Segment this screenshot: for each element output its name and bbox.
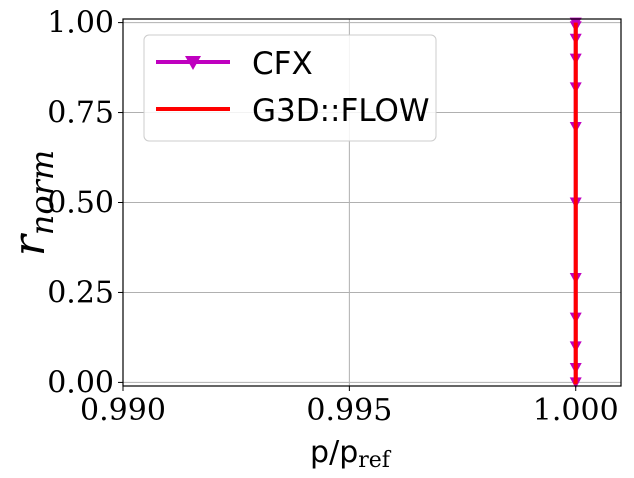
y-axis-label-sub: norm <box>23 150 61 236</box>
legend-label-cfx: CFX <box>252 46 313 82</box>
legend: CFX G3D::FLOW <box>143 34 437 142</box>
ticks: 0.990 0.995 1.000 0.00 0.25 0.50 0.75 1.00 <box>47 6 618 428</box>
x-tick-label: 0.990 <box>80 393 166 428</box>
x-axis-label-sub: ref <box>358 448 392 473</box>
series-line-g3dflow <box>573 22 578 385</box>
y-tick-label: 1.00 <box>47 6 114 41</box>
legend-entry-cfx: CFX <box>156 46 313 82</box>
x-tick-label: 1.000 <box>533 393 619 428</box>
x-axis-label-main: p/p <box>310 435 358 470</box>
y-axis-label: rnorm <box>4 150 61 257</box>
y-axis-label-main: r <box>4 232 55 256</box>
x-tick-label: 0.995 <box>306 393 392 428</box>
legend-entry-g3dflow: G3D::FLOW <box>156 93 430 129</box>
svg-text:rnorm: rnorm <box>4 150 61 257</box>
svg-text:p/pref: p/pref <box>310 435 392 473</box>
legend-label-g3dflow: G3D::FLOW <box>252 93 430 129</box>
legend-marker-cfx <box>185 56 201 70</box>
x-axis-label: p/pref <box>310 435 392 473</box>
y-tick-label: 0.00 <box>47 365 114 400</box>
y-tick-label: 0.75 <box>47 96 114 131</box>
series-layer <box>569 17 582 389</box>
y-tick-label: 0.25 <box>47 275 114 310</box>
y-tick-label: 0.50 <box>47 186 114 221</box>
